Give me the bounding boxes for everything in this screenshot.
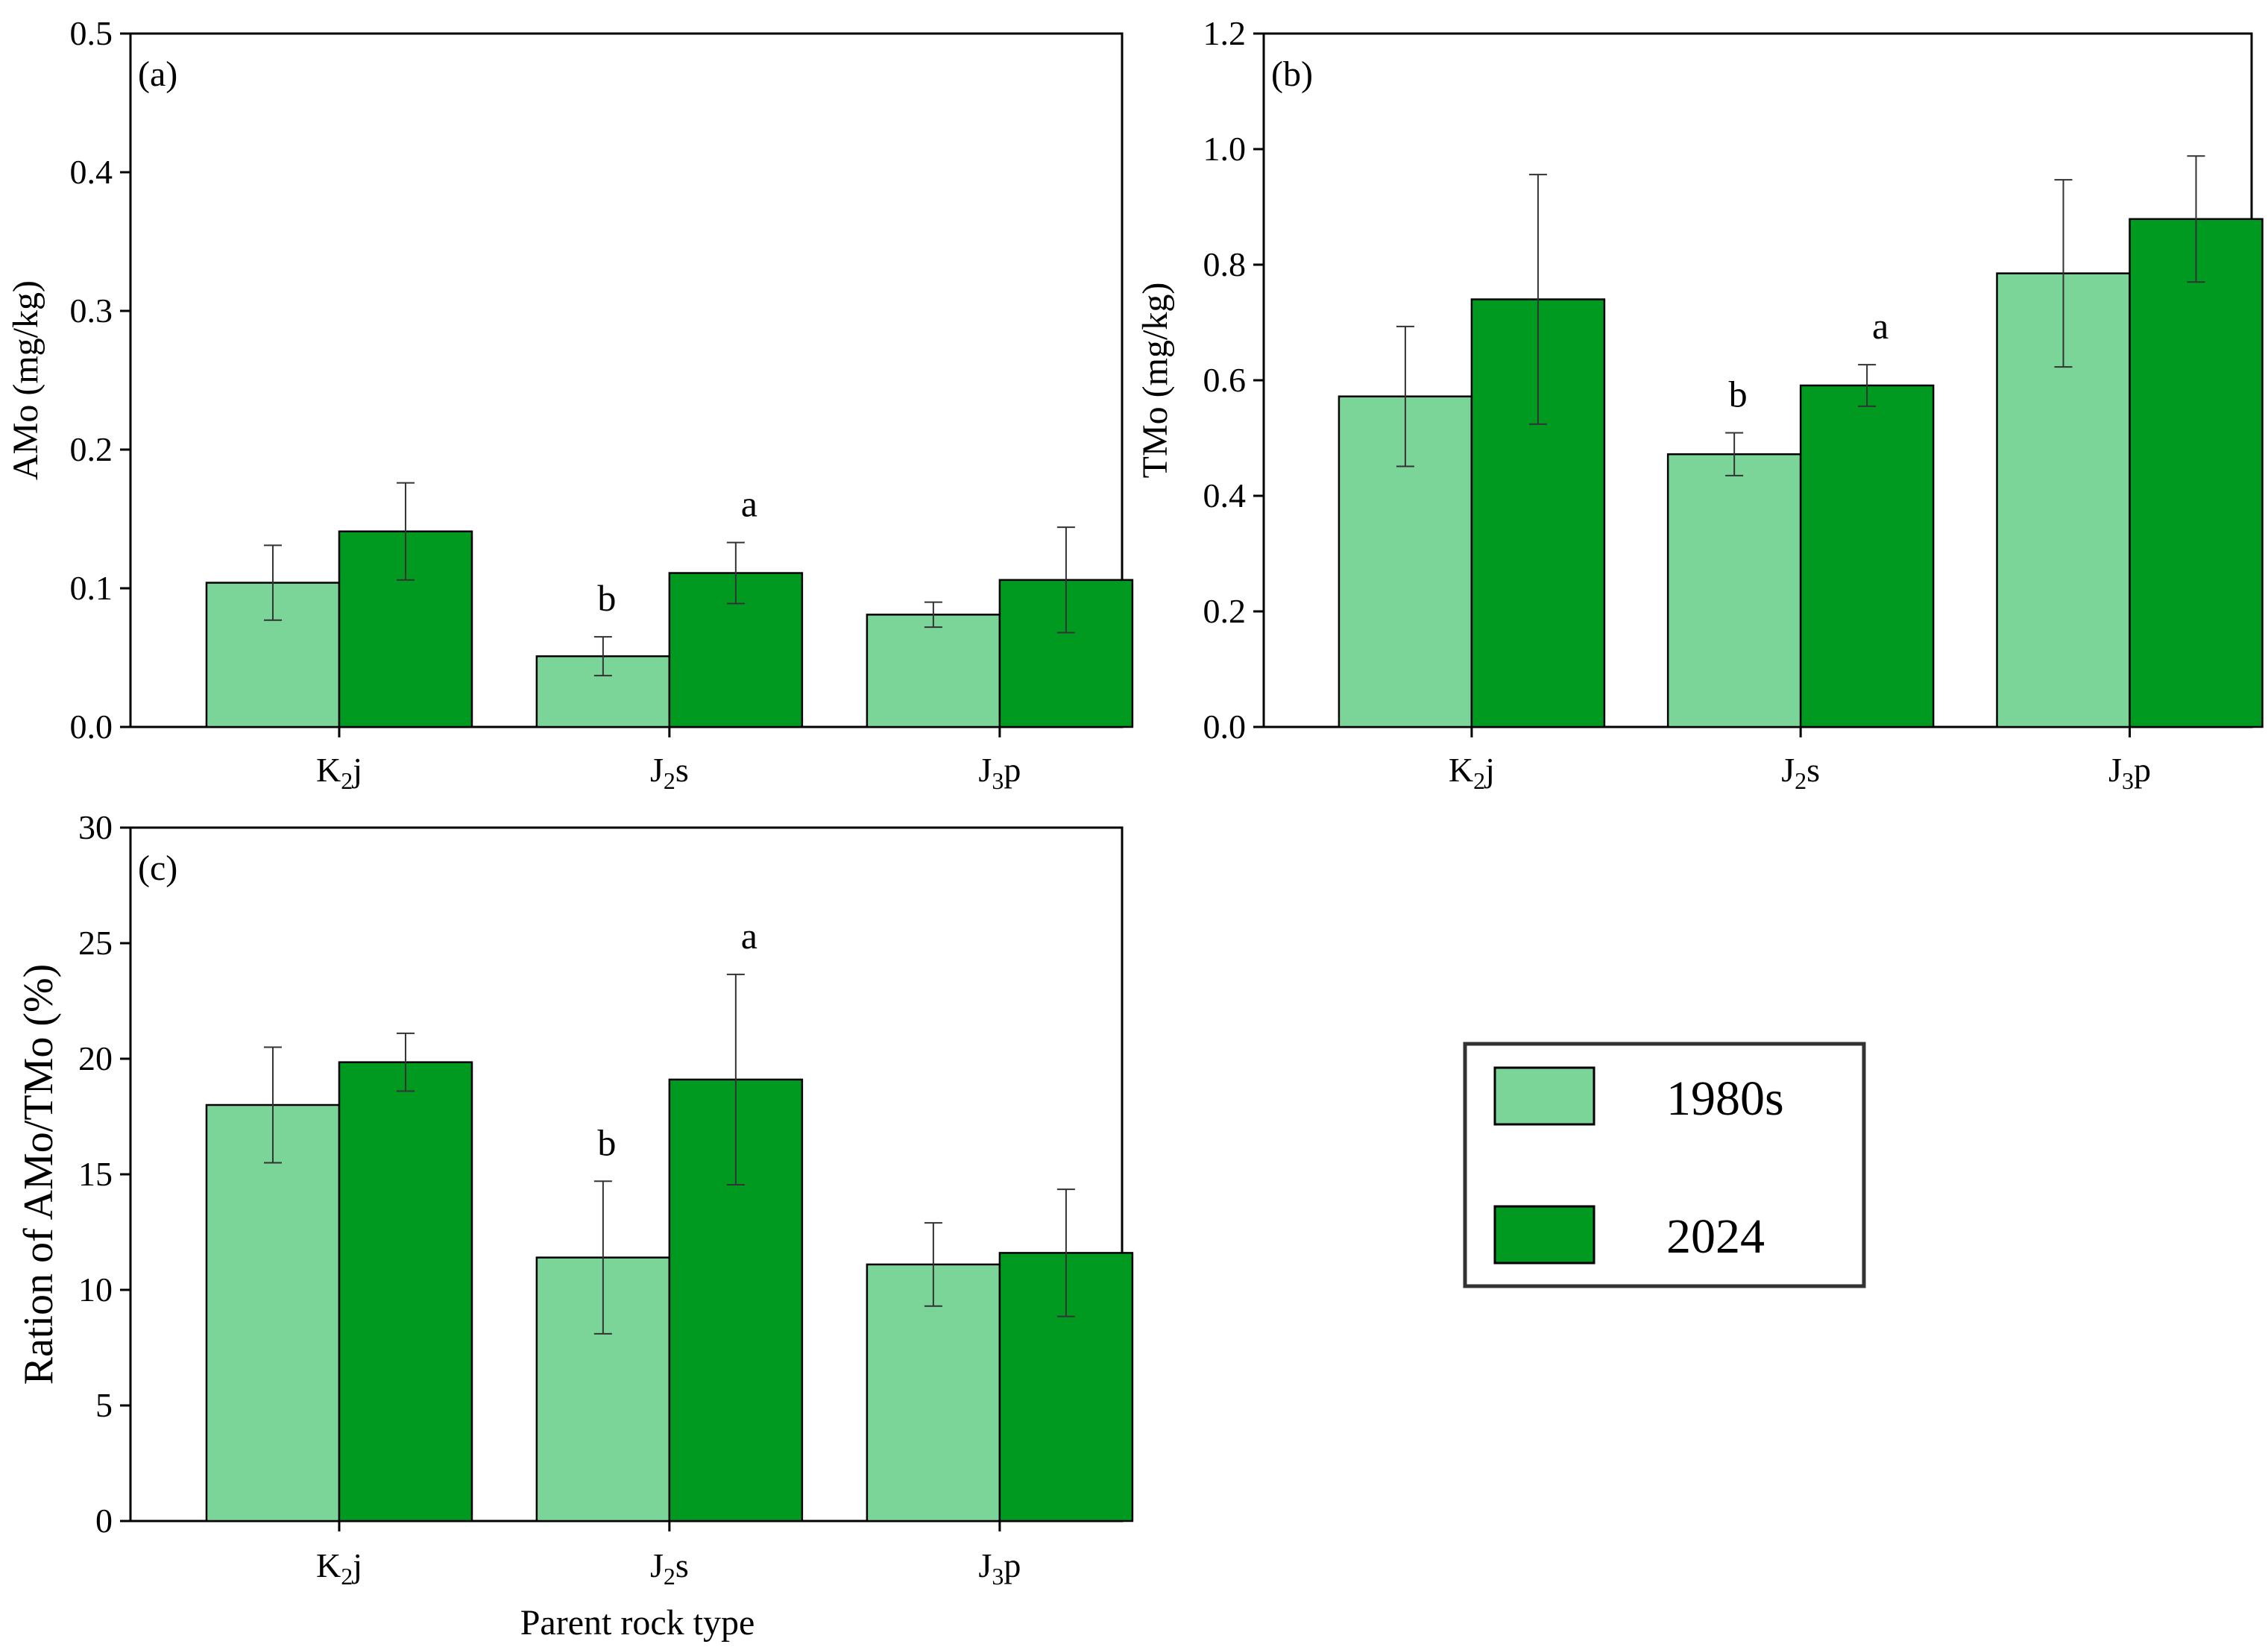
significance-letter: a — [741, 483, 757, 525]
y-tick-label: 1.0 — [1203, 130, 1247, 168]
y-tick-label: 20 — [78, 1039, 113, 1077]
x-tick-label: J3p — [2108, 751, 2151, 794]
legend-swatch-1980s — [1493, 1066, 1596, 1126]
y-tick-label: 0 — [95, 1502, 113, 1540]
legend: 1980s 2024 — [1463, 1042, 1866, 1288]
y-tick-label: 0.2 — [70, 430, 113, 468]
significance-letter: a — [741, 915, 757, 957]
y-tick-label: 0.3 — [70, 292, 113, 330]
legend-swatch-2024 — [1493, 1205, 1596, 1265]
bar-1980s — [1666, 453, 1802, 728]
legend-label-1980s: 1980s — [1666, 1071, 1784, 1126]
x-tick-label: J3p — [978, 751, 1021, 794]
x-tick-label: K2j — [1449, 751, 1495, 794]
bar-2024 — [2129, 218, 2264, 728]
y-tick-label: 0.0 — [70, 708, 113, 746]
legend-label-2024: 2024 — [1666, 1209, 1765, 1264]
y-tick-label: 0.5 — [70, 14, 113, 52]
x-tick-label: J2s — [650, 1546, 689, 1590]
panel-c-ratio-chart: 0 5 10 15 20 25 30 Ration of AMo/TMo (%) (c) K2j J… — [16, 808, 1134, 1643]
panel-label: (a) — [138, 54, 177, 94]
x-tick-label: J3p — [978, 1546, 1021, 1590]
y-tick-label: 0.0 — [1203, 708, 1247, 746]
y-tick-label: 10 — [78, 1270, 113, 1309]
y-tick-label: 0.4 — [1203, 476, 1247, 514]
bar-1980s — [205, 1103, 341, 1523]
y-tick-label: 15 — [78, 1155, 113, 1193]
significance-letter: a — [1872, 305, 1889, 347]
bar-2024 — [1799, 384, 1935, 728]
y-tick-label: 0.2 — [1203, 592, 1247, 630]
panel-label: (c) — [138, 848, 177, 888]
significance-letter: b — [1729, 374, 1748, 415]
bar-1980s — [866, 614, 1001, 728]
y-tick-label: 30 — [78, 808, 113, 846]
bar-2024 — [338, 1061, 473, 1523]
y-tick-label: 0.6 — [1203, 361, 1247, 399]
x-tick-label: J2s — [1781, 751, 1820, 794]
bar-1980s — [866, 1263, 1001, 1523]
panel-a-amo-chart: 0.0 0.1 0.2 0.3 0.4 0.5 AMo (mg/kg) (a) K2j J2s J3… — [6, 14, 1134, 794]
y-tick-label: 0.4 — [70, 153, 113, 191]
x-tick-label: J2s — [650, 751, 689, 794]
y-axis-title: AMo (mg/kg) — [6, 280, 45, 480]
y-tick-label: 0.1 — [70, 569, 113, 607]
y-tick-label: 1.2 — [1203, 14, 1247, 52]
y-tick-label: 0.8 — [1203, 245, 1247, 283]
panel-b-tmo-chart: 0.0 0.2 0.4 0.6 0.8 1.0 1.2 TMo (mg/kg) (b) K2j J2… — [1135, 14, 2264, 794]
x-tick-label: K2j — [316, 1546, 362, 1590]
x-axis-title: Parent rock type — [520, 1603, 755, 1643]
y-axis-title: TMo (mg/kg) — [1135, 283, 1175, 479]
significance-letter: b — [597, 1121, 616, 1163]
y-tick-label: 5 — [95, 1386, 113, 1424]
panel-label: (b) — [1271, 54, 1313, 94]
y-tick-label: 25 — [78, 924, 113, 962]
x-tick-label: K2j — [316, 751, 362, 794]
significance-letter: b — [597, 577, 616, 619]
y-axis-title: Ration of AMo/TMo (%) — [16, 964, 62, 1385]
